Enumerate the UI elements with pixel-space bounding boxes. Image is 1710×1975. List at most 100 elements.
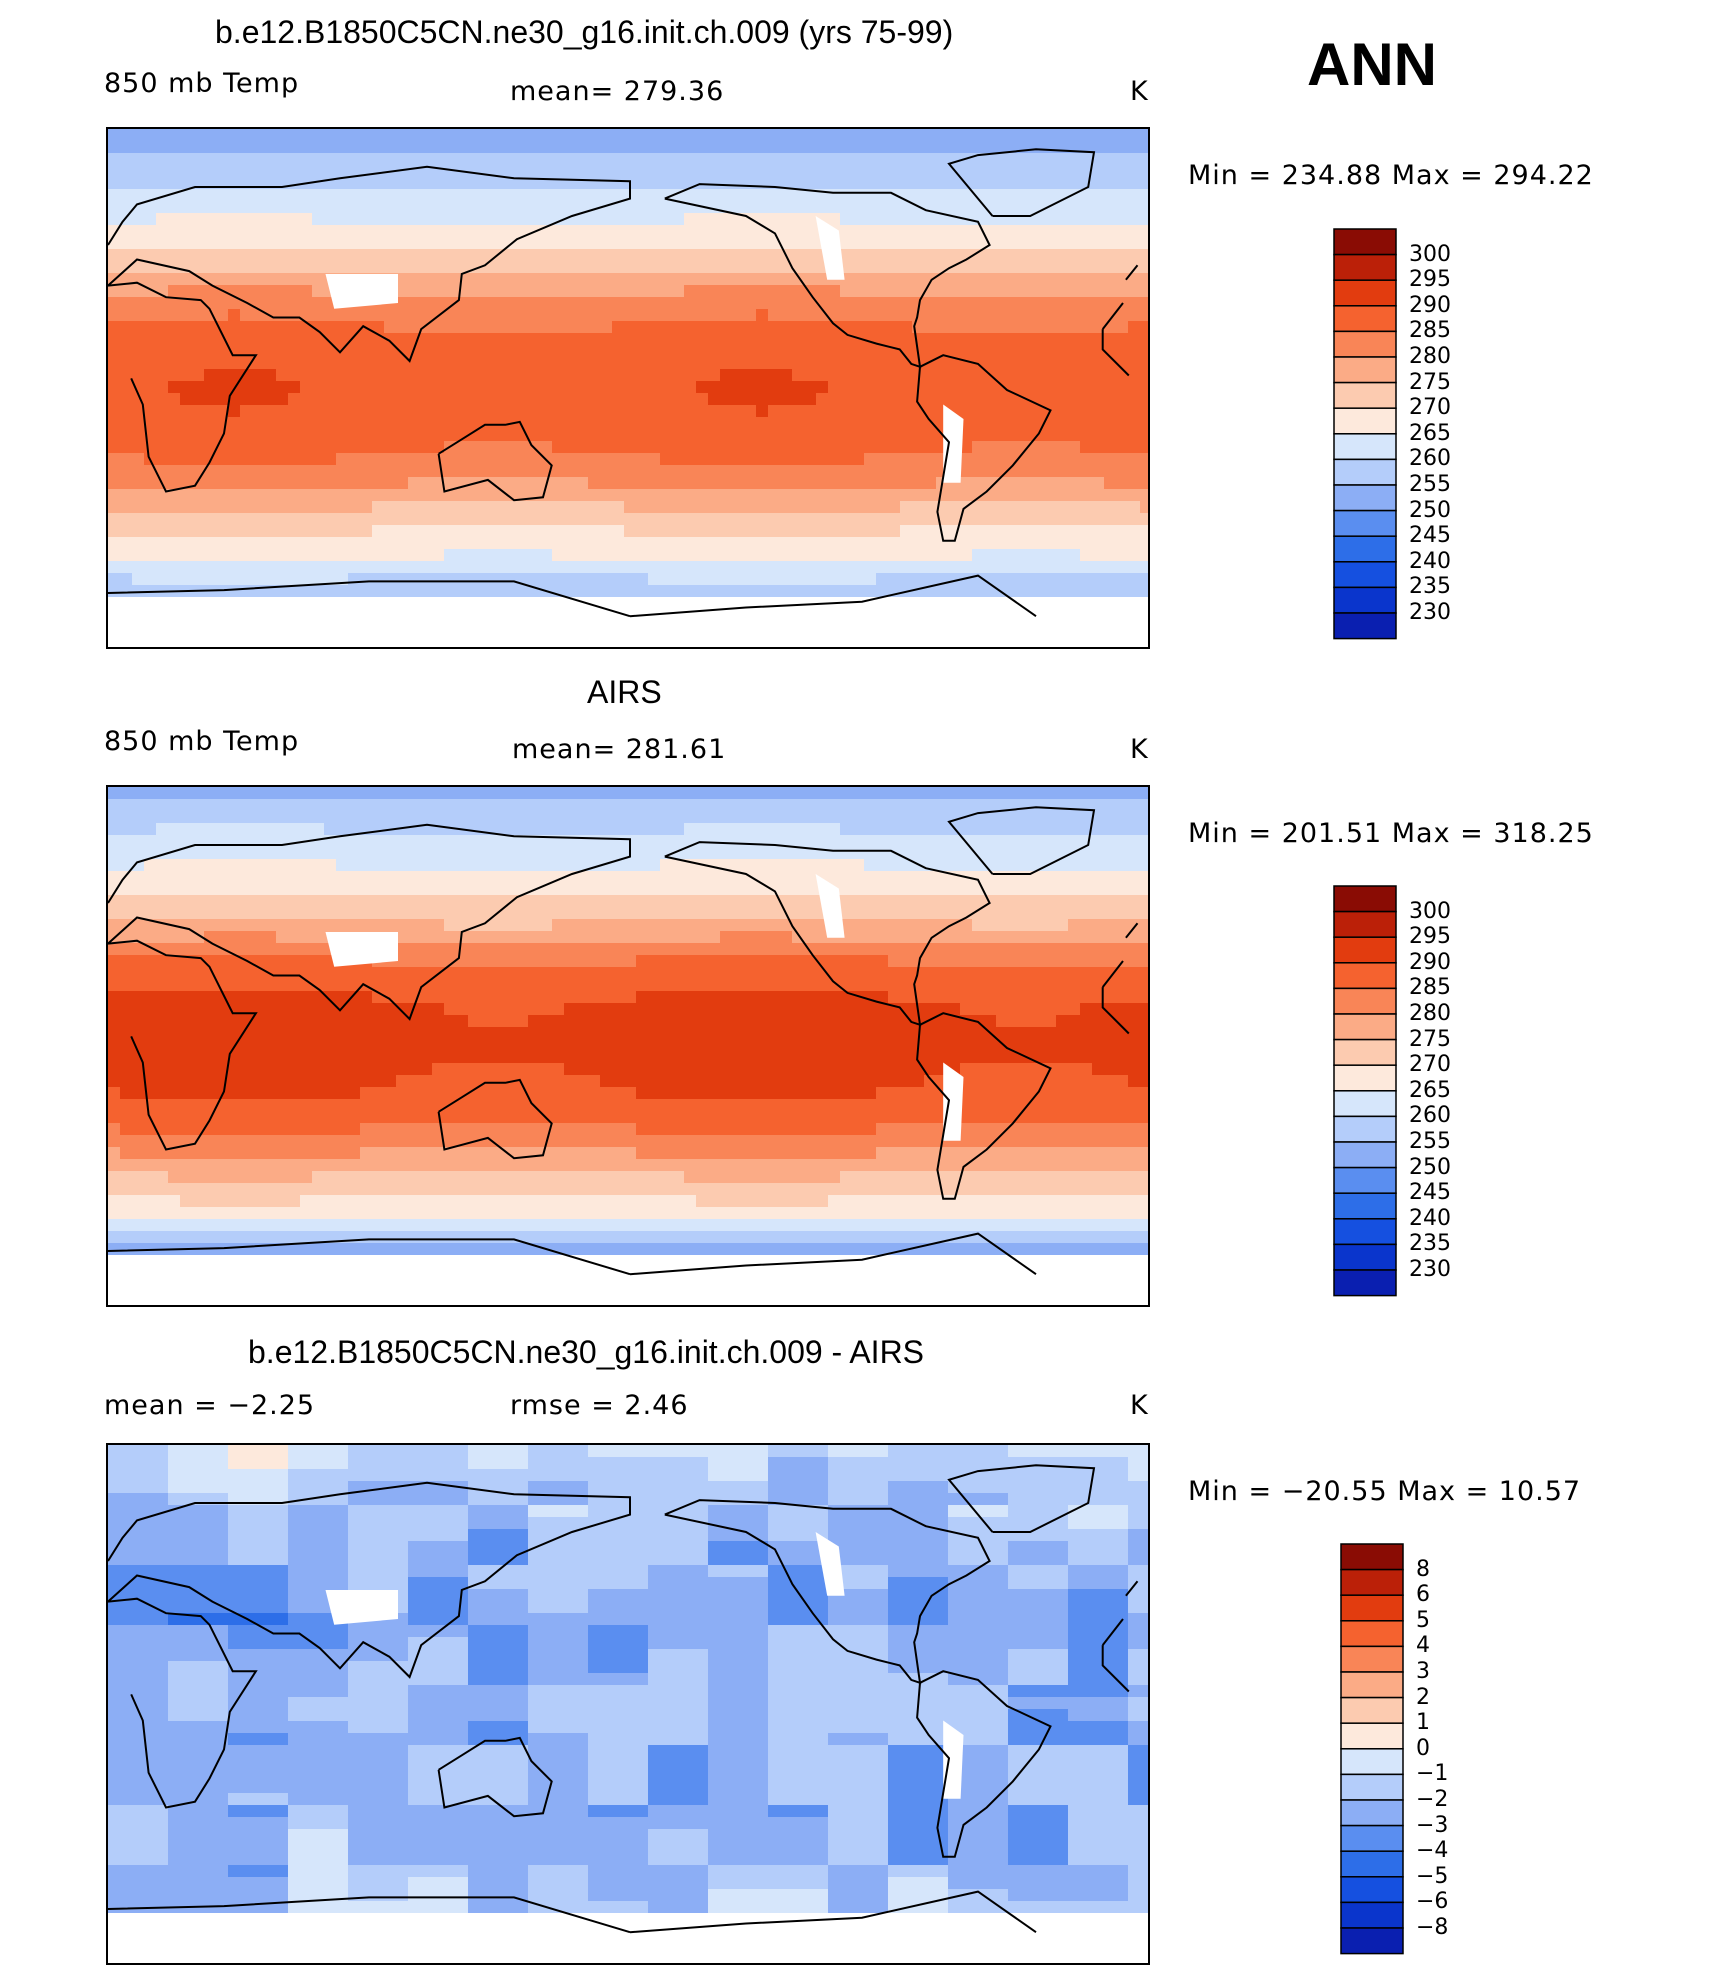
map-cell: [984, 453, 996, 465]
map-cell: [384, 333, 396, 345]
map-cell: [648, 381, 660, 393]
map-cell: [924, 907, 936, 919]
map-cell: [648, 823, 660, 835]
map-cell: [420, 561, 432, 573]
map-cell: [948, 249, 960, 261]
map-cell: [384, 213, 396, 225]
map-cell: [204, 621, 216, 633]
map-cell: [540, 213, 552, 225]
map-cell: [912, 597, 924, 609]
map-cell: [300, 285, 312, 297]
map-cell: [864, 129, 876, 141]
map-cell: [924, 417, 936, 429]
map-cell: [144, 835, 156, 847]
map-cell: [936, 189, 948, 201]
map-cell: [300, 645, 312, 647]
map-cell: [732, 477, 744, 489]
map-cell: [276, 417, 288, 429]
map-cell: [1104, 465, 1116, 477]
map-cell: [300, 261, 312, 273]
map-cell: [768, 453, 780, 465]
map-cell: [240, 321, 252, 333]
map-cell: [264, 799, 276, 811]
map-cell: [672, 141, 684, 153]
map-cell: [696, 787, 708, 799]
map-cell: [1128, 633, 1140, 645]
map-cell: [108, 787, 120, 799]
map-cell: [864, 799, 876, 811]
map-cell: [1044, 225, 1056, 237]
map-cell: [828, 537, 840, 549]
map-cell: [696, 465, 708, 477]
map-cell: [372, 201, 384, 213]
map-cell: [216, 633, 228, 645]
map-cell: [264, 285, 276, 297]
map-cell: [624, 369, 636, 381]
map-cell: [420, 129, 432, 141]
map-cell: [600, 357, 612, 369]
map-cell: [312, 153, 324, 165]
map-cell: [420, 633, 432, 645]
map-cell: [852, 213, 864, 225]
map-cell: [360, 871, 372, 883]
map-cell: [1140, 417, 1148, 429]
map-cell: [1044, 645, 1056, 647]
map-cell: [264, 369, 276, 381]
map-cell: [120, 537, 132, 549]
map-cell: [216, 165, 228, 177]
map-cell: [264, 381, 276, 393]
map-cell: [1044, 811, 1056, 823]
map-cell: [732, 165, 744, 177]
map-cell: [264, 513, 276, 525]
map-cell: [168, 871, 180, 883]
map-cell: [228, 321, 240, 333]
map-cell: [156, 417, 168, 429]
map-cell: [336, 261, 348, 273]
map-cell: [708, 823, 720, 835]
map-cell: [528, 237, 540, 249]
map-cell: [936, 835, 948, 847]
map-cell: [600, 513, 612, 525]
map-cell: [408, 549, 420, 561]
map-cell: [288, 273, 300, 285]
map-cell: [828, 501, 840, 513]
map-cell: [1116, 189, 1128, 201]
map-cell: [432, 645, 444, 647]
map-cell: [708, 405, 720, 417]
map-cell: [744, 907, 756, 919]
map-cell: [144, 405, 156, 417]
map-cell: [168, 453, 180, 465]
map-cell: [360, 799, 372, 811]
map-cell: [288, 525, 300, 537]
map-cell: [756, 811, 768, 823]
map-cell: [288, 405, 300, 417]
map-cell: [384, 513, 396, 525]
map-cell: [1116, 633, 1128, 645]
map-cell: [360, 369, 372, 381]
map-cell: [240, 429, 252, 441]
map-cell: [840, 321, 852, 333]
map-cell: [984, 835, 996, 847]
map-cell: [876, 513, 888, 525]
map-cell: [516, 405, 528, 417]
map-cell: [276, 799, 288, 811]
map-cell: [108, 513, 120, 525]
coastline: [1101, 302, 1124, 330]
map-cell: [216, 859, 228, 871]
map-cell: [216, 237, 228, 249]
map-cell: [132, 141, 144, 153]
map-cell: [780, 333, 792, 345]
map-cell: [1092, 393, 1104, 405]
map-cell: [516, 249, 528, 261]
map-cell: [588, 633, 600, 645]
map-cell: [384, 429, 396, 441]
map-cell: [192, 189, 204, 201]
map-cell: [828, 465, 840, 477]
map-cell: [684, 919, 696, 931]
map-cell: [996, 513, 1008, 525]
map-cell: [396, 129, 408, 141]
map-cell: [744, 537, 756, 549]
map-cell: [108, 811, 120, 823]
map-cell: [336, 417, 348, 429]
map-cell: [456, 871, 468, 883]
